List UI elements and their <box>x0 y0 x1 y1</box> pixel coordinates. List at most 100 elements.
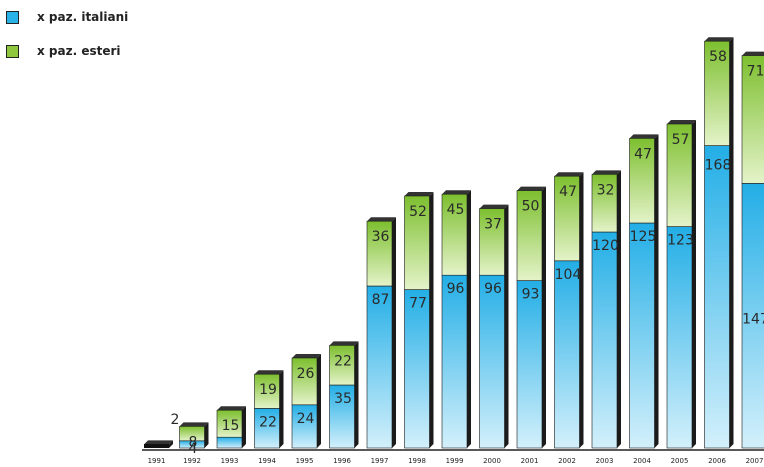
label-esteri-2004: 47 <box>634 146 652 162</box>
tick-label-1998: 1998 <box>408 457 426 465</box>
tick-label-2005: 2005 <box>671 457 689 465</box>
x-ticks-group: 1991 1992 1993 1994 1995 1996 1997 1998 1999 2000… <box>148 457 764 465</box>
tick-label-1992: 1992 <box>183 457 201 465</box>
bar-esteri-1996 <box>329 345 355 386</box>
tick-label-1996: 1996 <box>333 457 351 465</box>
label-italiani-1992: 4 <box>189 441 198 457</box>
bar-depth-2004 <box>654 134 659 448</box>
bar-depth-1999 <box>467 190 471 448</box>
tick-label-1997: 1997 <box>371 457 389 465</box>
bar-esteri-1993 <box>216 409 243 438</box>
bar-esteri-2005 <box>666 123 693 227</box>
tick-label-1991: 1991 <box>148 457 166 465</box>
legend-swatch-italiani <box>6 10 19 24</box>
bar-italiani-2006 <box>704 145 730 449</box>
bar-italiani-1999 <box>441 274 468 449</box>
bar-top-1995 <box>292 354 321 358</box>
bar-depth-2006 <box>729 37 734 448</box>
legend-swatch-esteri <box>6 44 19 58</box>
label-italiani-2004: 125 <box>630 229 657 245</box>
tick-label-1993: 1993 <box>221 457 239 465</box>
label-esteri-1994: 19 <box>259 382 277 398</box>
label-esteri-2007: 71 <box>747 64 764 80</box>
tick-label-2004: 2004 <box>633 457 651 465</box>
bar-depth-2000 <box>504 204 509 448</box>
bar-italiani-1997 <box>366 285 393 449</box>
bar-top-2003 <box>592 170 621 175</box>
label-esteri-2002: 47 <box>559 184 577 200</box>
bar-top-1996 <box>329 341 359 346</box>
bar-esteri-1997 <box>366 220 393 287</box>
bar-top-2007 <box>742 51 764 56</box>
bar-depth-2001 <box>542 186 546 448</box>
label-italiani-2003: 120 <box>592 238 619 254</box>
label-esteri-1993: 15 <box>222 418 240 434</box>
bar-esteri-2002 <box>554 175 580 262</box>
bar-italiani-1994 <box>254 408 280 449</box>
bar-depth-2002 <box>579 172 584 448</box>
bar-top-2004 <box>629 134 659 139</box>
bar-italiani-1995 <box>291 404 318 449</box>
bar-depth-1994 <box>279 370 284 448</box>
label-esteri-1992: 8 <box>189 434 198 450</box>
label-italiani-1999: 96 <box>447 281 465 297</box>
tick-label-2007: 2007 <box>746 457 764 465</box>
bar-depth-1997 <box>392 217 396 448</box>
bar-top-1991 <box>144 440 173 445</box>
bar-top-2001 <box>517 186 546 191</box>
legend: x paz. italiani x paz. esteri <box>6 6 128 74</box>
bar-esteri-1992 <box>179 426 205 442</box>
bar-italiani-1993 <box>216 436 243 449</box>
label-italiani-2006: 168 <box>705 158 732 174</box>
legend-item-esteri: x paz. esteri <box>6 40 128 62</box>
legend-label-italiani: x paz. italiani <box>37 10 129 24</box>
bar-italiani-2005 <box>666 226 693 449</box>
bar-esteri-1998 <box>404 195 430 290</box>
value-labels-group: 48 15 22 19 24 26 35 22 87 36 77 52 96 45 96 37 93 50 104 4… <box>171 49 764 457</box>
bar-italiani-1991 <box>144 444 169 448</box>
bar-italiani-2000 <box>479 274 505 449</box>
label-esteri-2003: 32 <box>597 182 615 198</box>
label-italiani-2001: 93 <box>522 287 540 303</box>
tick-label-1994: 1994 <box>258 457 276 465</box>
bar-depth-2003 <box>617 170 621 448</box>
bar-depth-1995 <box>317 354 321 448</box>
bar-top-1992 <box>179 422 209 427</box>
label-esteri-1998: 52 <box>409 204 427 220</box>
bar-depth-1992 <box>204 422 209 448</box>
bar-depth-1993 <box>242 406 246 448</box>
legend-item-italiani: x paz. italiani <box>6 6 128 28</box>
label-esteri-2000: 37 <box>484 217 502 233</box>
bar-italiani-2003 <box>591 231 618 449</box>
bar-esteri-2006 <box>704 40 730 146</box>
bar-esteri-2004 <box>629 138 655 224</box>
bar-italiani-1998 <box>404 289 430 449</box>
bar-top-2005 <box>667 120 696 124</box>
bars-group <box>144 37 764 449</box>
tick-label-1999: 1999 <box>446 457 464 465</box>
label-italiani-1994: 22 <box>259 414 277 430</box>
tick-label-2006: 2006 <box>708 457 726 465</box>
tick-label-1995: 1995 <box>296 457 314 465</box>
bar-italiani-2002 <box>554 260 580 449</box>
bar-esteri-2007 <box>741 55 764 184</box>
label-esteri-1999: 45 <box>447 202 465 218</box>
bar-top-1997 <box>367 217 396 222</box>
bar-top-1999 <box>442 190 471 195</box>
label-italiani-2007: 147 <box>742 311 764 327</box>
bar-esteri-2000 <box>479 208 505 276</box>
bar-top-2002 <box>554 172 584 177</box>
bar-italiani-2004 <box>629 222 655 449</box>
label-esteri-1996: 22 <box>334 353 352 369</box>
bar-esteri-1994 <box>254 373 280 409</box>
tick-label-2002: 2002 <box>558 457 576 465</box>
bar-depth-1998 <box>429 192 434 448</box>
label-esteri-2006: 58 <box>709 49 727 65</box>
bar-esteri-2003 <box>591 174 618 233</box>
bar-depth-1996 <box>354 341 359 448</box>
bar-italiani-1996 <box>329 384 355 449</box>
label-italiani-2002: 104 <box>555 267 582 283</box>
label-esteri-2001: 50 <box>522 199 540 215</box>
tick-label-2001: 2001 <box>521 457 539 465</box>
